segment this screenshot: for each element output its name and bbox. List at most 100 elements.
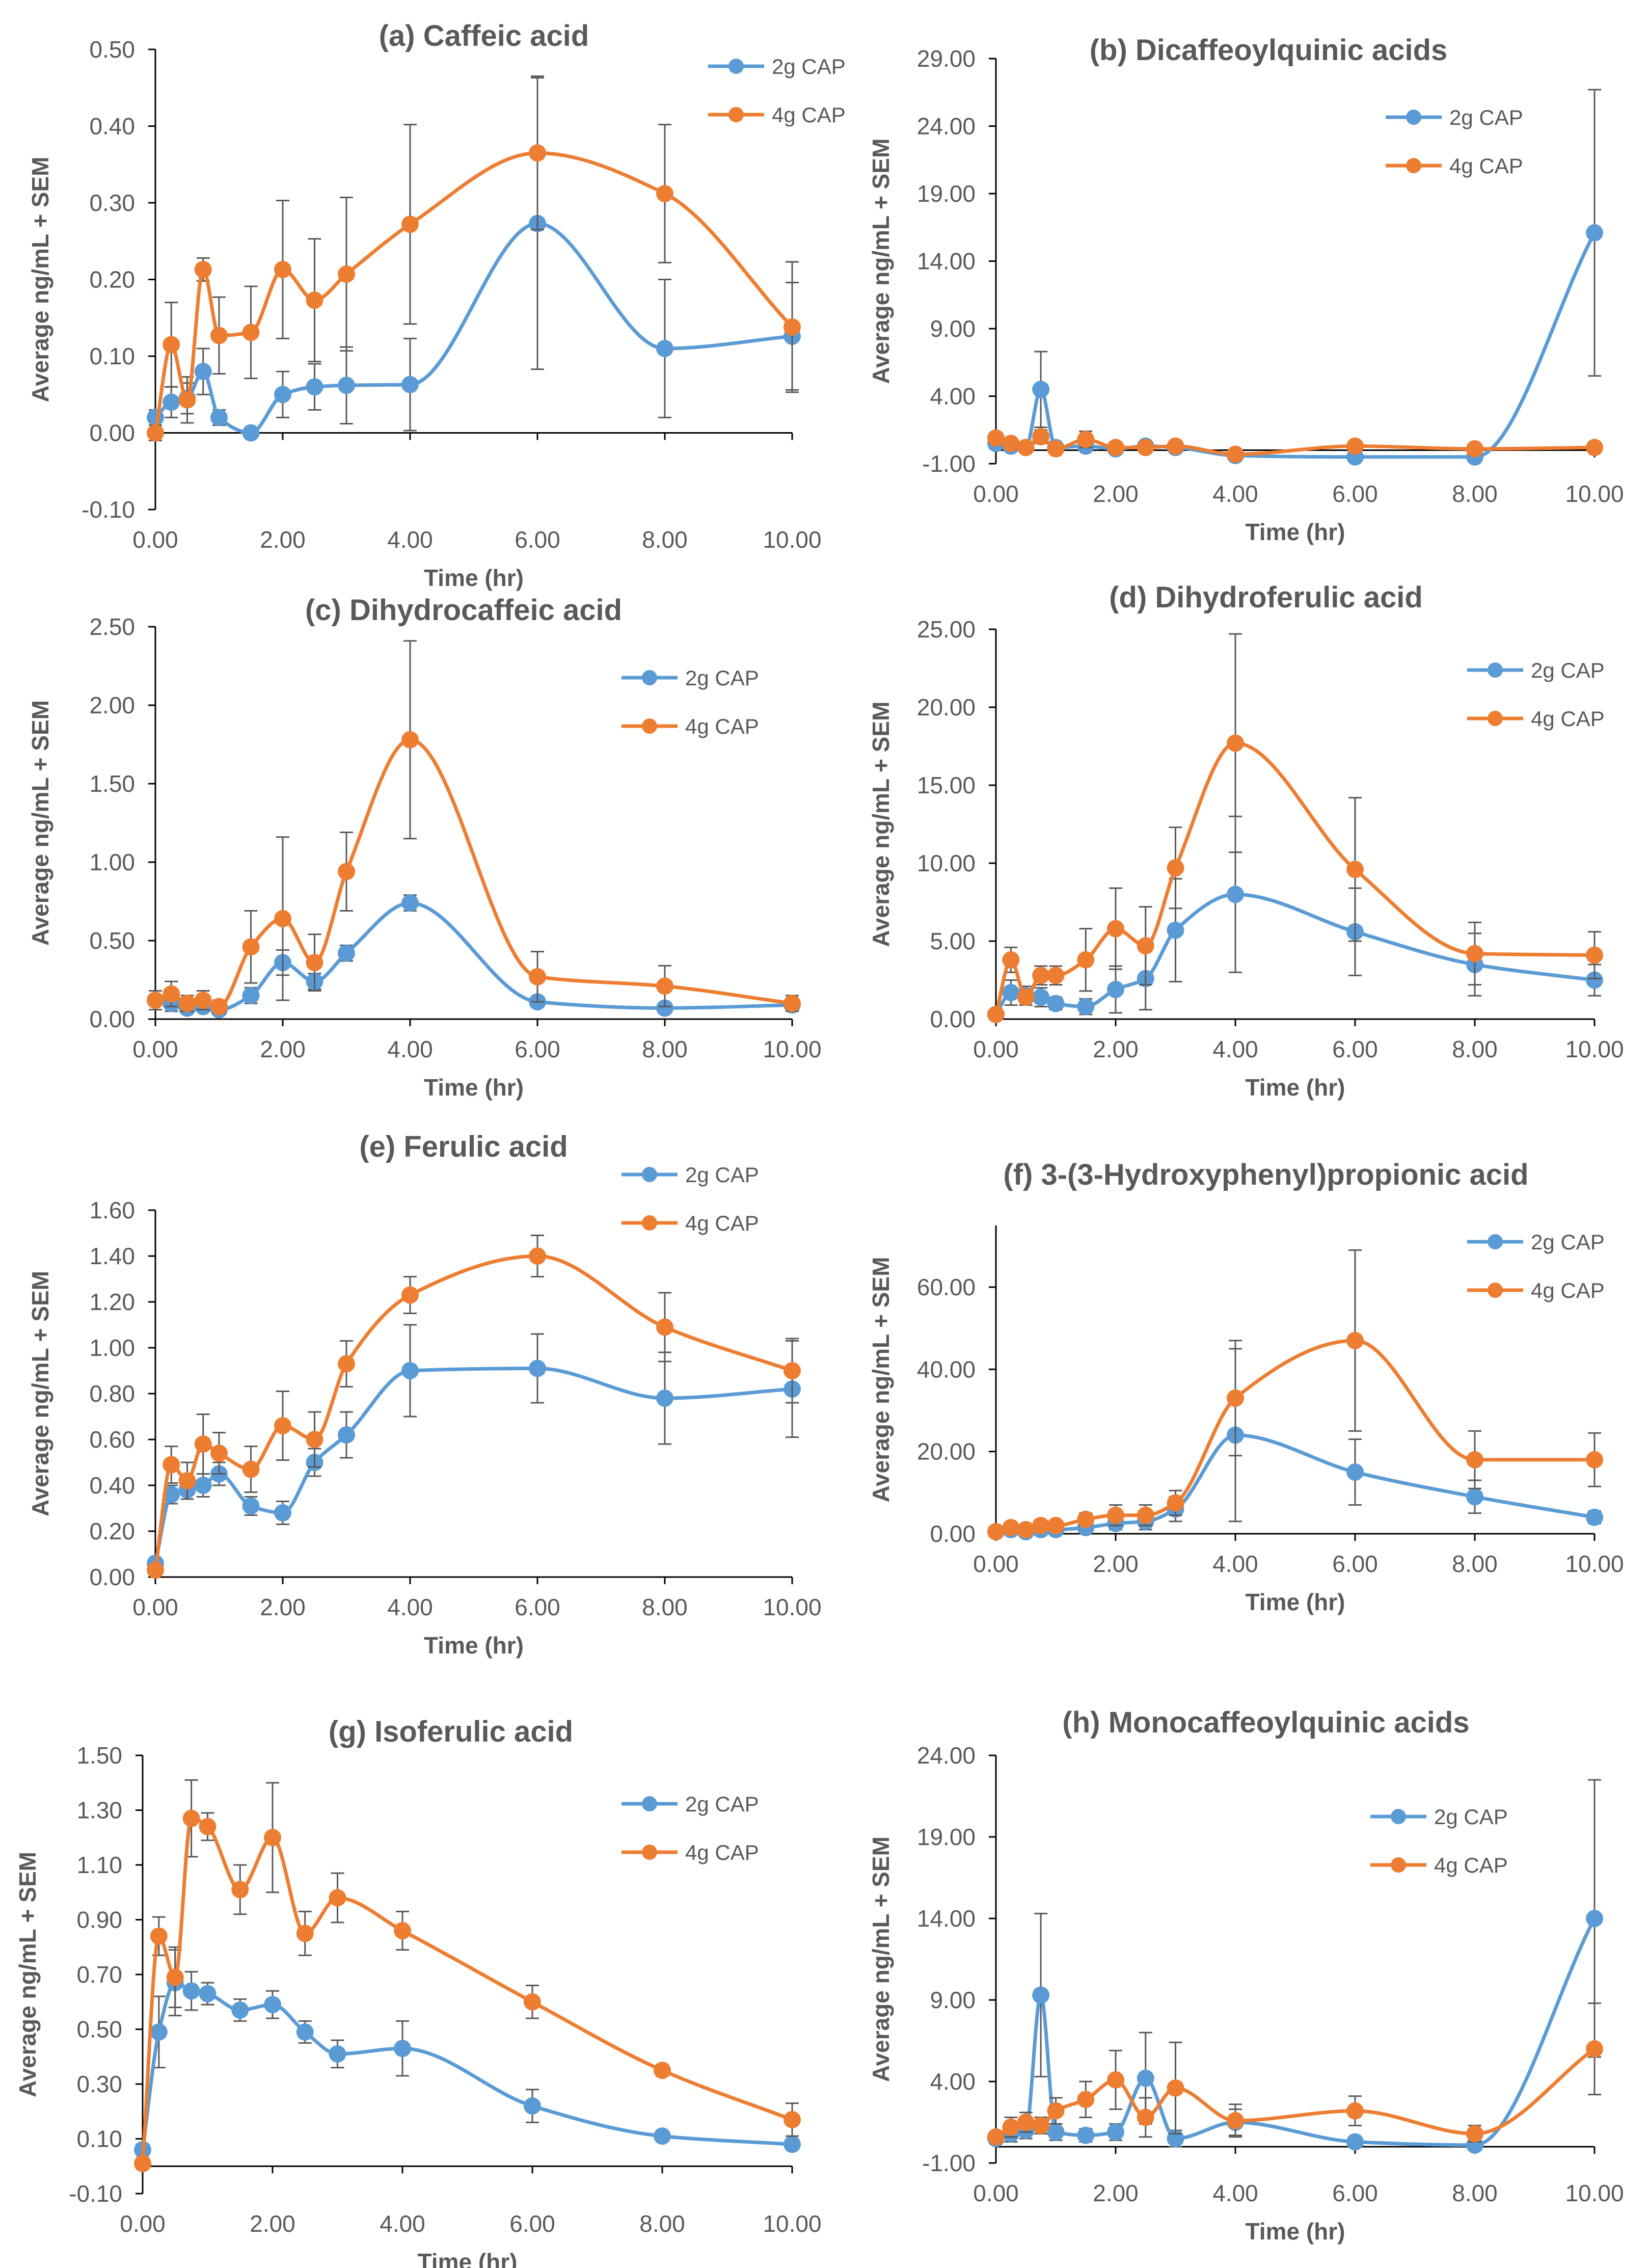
data-point xyxy=(134,2154,151,2172)
data-point xyxy=(1032,1986,1050,2004)
data-point xyxy=(338,265,355,283)
chart-panel-f: (f) 3-(3-Hydroxyphenyl)propionic acid 0.0… xyxy=(868,1158,1624,1615)
chart-panel-b: (b) Dicaffeoylquinic acids -1.00 4.00 9.00 1… xyxy=(868,34,1624,545)
y-tick-label: 4.00 xyxy=(930,2068,976,2095)
legend: 2g CAP 4g CAP xyxy=(1370,1805,1508,1877)
legend: 2g CAP 4g CAP xyxy=(622,666,759,738)
chart-title: (d) Dihydroferulic acid xyxy=(1109,581,1423,614)
legend-label: 4g CAP xyxy=(685,1840,759,1864)
data-point xyxy=(1346,1331,1364,1349)
y-axis-label: Average ng/mL + SEM xyxy=(14,1852,41,2097)
data-point xyxy=(306,291,323,309)
data-point xyxy=(1346,861,1364,878)
data-point xyxy=(656,339,673,357)
chart-title: (f) 3-(3-Hydroxyphenyl)propionic acid xyxy=(1003,1158,1528,1191)
x-tick-label: 10.00 xyxy=(1565,1551,1624,1577)
data-point xyxy=(194,1435,212,1453)
data-point xyxy=(1586,439,1603,457)
y-tick-label: 19.00 xyxy=(917,180,976,207)
series-4g-cap xyxy=(147,1235,801,1579)
y-tick-label: 1.10 xyxy=(76,1852,122,1878)
chart-title: (h) Monocaffeoylquinic acids xyxy=(1062,1706,1469,1739)
x-axis-label: Time (hr) xyxy=(418,2249,518,2268)
y-tick-label: -0.10 xyxy=(69,2180,122,2207)
data-point xyxy=(1032,967,1050,984)
series-2g-cap xyxy=(147,77,801,442)
legend-label: 4g CAP xyxy=(1449,154,1523,178)
x-tick-label: 0.00 xyxy=(132,1036,178,1062)
data-point xyxy=(242,986,260,1004)
chart-panel-h: (h) Monocaffeoylquinic acids -1.00 4.00 9.0… xyxy=(868,1706,1624,2245)
data-point xyxy=(1586,1508,1603,1526)
data-point xyxy=(210,998,228,1016)
x-tick-label: 2.00 xyxy=(1093,1551,1139,1577)
series-4g-cap xyxy=(987,2002,1603,2146)
y-tick-label: 2.00 xyxy=(89,692,135,718)
legend-marker xyxy=(1391,1809,1406,1824)
x-tick-label: 6.00 xyxy=(515,1036,560,1062)
data-point xyxy=(529,1359,546,1377)
x-tick-label: 4.00 xyxy=(380,2210,425,2237)
data-point xyxy=(1017,989,1035,1006)
y-tick-label: 0.50 xyxy=(76,2016,122,2043)
x-tick-label: 6.00 xyxy=(1332,1036,1378,1062)
data-point xyxy=(296,2023,314,2041)
y-tick-label: 1.50 xyxy=(76,1742,122,1769)
x-tick-label: 10.00 xyxy=(763,1594,821,1620)
data-point xyxy=(1137,1506,1154,1524)
legend-marker xyxy=(1406,110,1421,125)
y-tick-label: 1.50 xyxy=(89,770,135,797)
data-point xyxy=(210,327,228,344)
y-axis-label: Average ng/mL + SEM xyxy=(868,702,894,947)
series-4g-cap xyxy=(987,1249,1603,1540)
chart-title: (e) Ferulic acid xyxy=(359,1130,568,1163)
legend-label: 2g CAP xyxy=(685,1163,759,1187)
series-2g-cap xyxy=(134,1949,801,2158)
data-point xyxy=(194,260,212,278)
x-tick-label: 0.00 xyxy=(973,481,1019,507)
data-point xyxy=(656,1318,673,1336)
data-point xyxy=(1077,951,1095,969)
data-point xyxy=(163,1456,180,1474)
y-tick-label: 0.60 xyxy=(89,1426,135,1453)
x-tick-label: 10.00 xyxy=(763,2210,821,2237)
data-point xyxy=(306,954,323,972)
data-point xyxy=(163,985,180,1003)
x-tick-label: 0.00 xyxy=(132,526,178,553)
data-point xyxy=(1227,1389,1244,1407)
data-point xyxy=(264,1829,281,1847)
data-point xyxy=(401,1362,419,1379)
legend-marker xyxy=(1391,1857,1406,1873)
data-point xyxy=(784,2136,801,2153)
legend: 2g CAP 4g CAP xyxy=(1467,658,1605,731)
data-point xyxy=(524,2097,541,2115)
legend-label: 4g CAP xyxy=(1434,1853,1508,1877)
data-point xyxy=(394,1922,411,1939)
data-point xyxy=(199,1985,217,2003)
y-axis-label: Average ng/mL + SEM xyxy=(27,700,53,946)
data-point xyxy=(987,1523,1005,1540)
x-tick-label: 4.00 xyxy=(1212,1551,1258,1577)
legend-label: 2g CAP xyxy=(1434,1805,1508,1829)
data-point xyxy=(654,2062,671,2079)
y-tick-label: 1.00 xyxy=(89,1335,135,1361)
data-point xyxy=(338,377,355,394)
data-point xyxy=(1466,1451,1483,1469)
data-point xyxy=(1137,439,1154,457)
y-tick-label: 0.50 xyxy=(89,36,135,63)
chart-panel-a: (a) Caffeic acid -0.10 0.00 0.10 0.20 0.30 0.4… xyxy=(27,19,846,591)
x-tick-label: 8.00 xyxy=(1452,1551,1498,1577)
data-point xyxy=(1017,2114,1035,2131)
data-point xyxy=(1466,945,1483,963)
legend-marker xyxy=(1406,158,1421,173)
legend-marker xyxy=(1488,1234,1503,1249)
legend-marker xyxy=(1488,1283,1503,1298)
legend-marker xyxy=(642,1167,657,1182)
data-point xyxy=(654,2127,671,2145)
data-point xyxy=(987,429,1005,447)
data-point xyxy=(1586,2040,1603,2058)
y-tick-label: 20.00 xyxy=(917,694,976,721)
y-tick-label: 24.00 xyxy=(917,113,976,140)
data-point xyxy=(338,1355,355,1373)
y-axis-label: Average ng/mL + SEM xyxy=(27,1271,53,1516)
